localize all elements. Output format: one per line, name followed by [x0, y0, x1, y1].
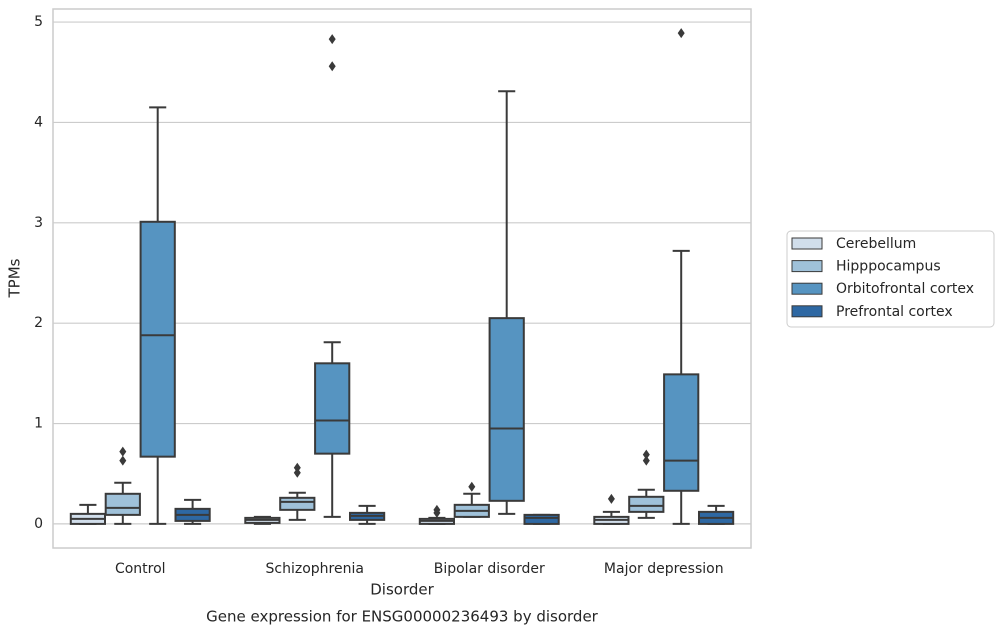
x-tick-label: Major depression — [604, 561, 724, 577]
legend-swatch — [791, 282, 823, 295]
y-tick-label: 5 — [34, 14, 43, 30]
outlier — [642, 455, 650, 466]
y-tick-label: 1 — [34, 416, 43, 432]
y-tick-label: 4 — [34, 114, 43, 130]
y-tick-label: 0 — [34, 516, 43, 532]
box — [314, 362, 351, 455]
legend-box — [786, 230, 995, 328]
y-axis-label: TPMs — [6, 258, 24, 298]
box — [139, 220, 176, 458]
outlier — [328, 61, 336, 72]
x-axis-label: Disorder — [370, 581, 434, 599]
box — [523, 513, 560, 525]
outlier — [607, 493, 615, 504]
x-tick-label: Control — [115, 561, 166, 577]
box — [628, 495, 665, 513]
box — [279, 496, 316, 511]
box — [663, 373, 700, 492]
legend-swatch — [791, 237, 823, 250]
plot-frame — [52, 8, 752, 549]
outlier — [433, 504, 441, 515]
legend-label: Hipppocampus — [836, 259, 941, 275]
outlier — [468, 481, 476, 492]
outlier — [328, 34, 336, 45]
x-tick-label: Schizophrenia — [266, 561, 364, 577]
chart-title: Gene expression for ENSG00000236493 by d… — [206, 608, 599, 626]
outlier — [642, 449, 650, 460]
outlier — [119, 446, 127, 457]
legend-swatch — [791, 260, 823, 273]
outlier — [677, 28, 685, 39]
outlier — [119, 455, 127, 466]
box — [488, 317, 525, 502]
y-tick-label: 2 — [34, 315, 43, 331]
outlier — [293, 462, 301, 473]
x-tick-label: Bipolar disorder — [434, 561, 545, 577]
outlier — [293, 467, 301, 478]
legend-label: Orbitofrontal cortex — [836, 281, 974, 297]
legend-label: Prefrontal cortex — [836, 304, 953, 320]
y-tick-label: 3 — [34, 215, 43, 231]
legend-label: Cerebellum — [836, 236, 916, 252]
box — [104, 492, 141, 516]
legend-swatch — [791, 305, 823, 318]
